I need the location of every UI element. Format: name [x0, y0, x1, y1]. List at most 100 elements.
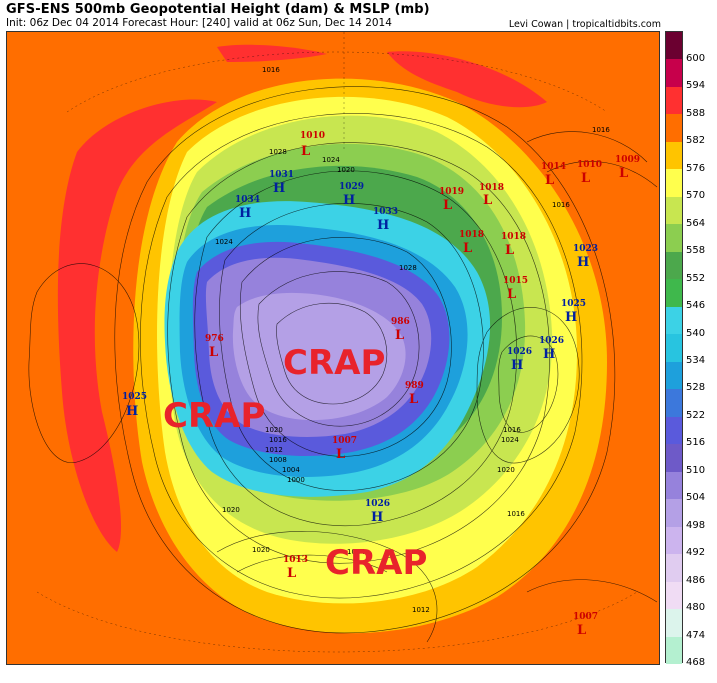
colorbar-label: 546	[686, 300, 706, 312]
isobar-label: 1024	[347, 548, 365, 556]
pressure-center-value: 1018	[459, 230, 484, 240]
colorbar-segment	[666, 526, 682, 555]
colorbar-segment	[666, 251, 682, 280]
isobar-label: 1016	[503, 426, 521, 434]
pressure-center-value: 1007	[332, 436, 357, 446]
colorbar-segment	[666, 224, 682, 253]
map-subtitle: Init: 06z Dec 04 2014 Forecast Hour: [24…	[6, 17, 392, 29]
colorbar-label: 582	[686, 135, 706, 147]
pressure-center-value: 1034	[235, 195, 260, 205]
pressure-center-value: 1018	[479, 183, 504, 193]
colorbar-segment	[666, 114, 682, 143]
pressure-center-letter: L	[581, 171, 590, 186]
colorbar-label: 594	[686, 80, 706, 92]
colorbar-segment	[666, 554, 682, 583]
isobar-label: 1016	[592, 126, 610, 134]
colorbar-segment	[666, 334, 682, 363]
overlay-text-top: CRAP	[283, 343, 385, 383]
colorbar-segment	[666, 306, 682, 335]
map-panel: 1010 L 1031 H 1029 H 1034 H 1033 H 1019 L 1018…	[6, 31, 660, 665]
isobar-label: 1028	[269, 148, 287, 156]
height-band-588-top	[217, 44, 327, 62]
colorbar-label: 468	[686, 657, 706, 669]
pressure-center-letter: L	[336, 447, 345, 462]
colorbar-segment	[666, 444, 682, 473]
colorbar-segment	[666, 32, 682, 60]
pressure-center-letter: H	[239, 206, 251, 221]
colorbar-segment	[666, 636, 682, 665]
colorbar-label: 504	[686, 492, 706, 504]
pressure-center-letter: L	[619, 166, 628, 181]
pressure-center-letter: H	[577, 255, 589, 270]
pressure-center-letter: H	[543, 347, 555, 362]
isobar-label: 1028	[399, 264, 417, 272]
colorbar-label: 516	[686, 437, 706, 449]
pressure-center-letter: H	[565, 310, 577, 325]
pressure-center-letter: L	[301, 144, 310, 159]
colorbar-segment	[666, 389, 682, 418]
isobar-label: 1008	[269, 456, 287, 464]
pressure-center-value: 1033	[373, 207, 398, 217]
pressure-center-letter: L	[395, 328, 404, 343]
pressure-center-letter: L	[545, 173, 554, 188]
isobar-label: 1020	[337, 166, 355, 174]
colorbar-label: 480	[686, 602, 706, 614]
isobar-label: 1024	[322, 156, 340, 164]
colorbar-segment	[666, 59, 682, 88]
isobar-label: 1012	[412, 606, 430, 614]
pressure-center-value: 976	[205, 334, 224, 344]
overlay-text-bottom: CRAP	[325, 543, 427, 583]
pressure-center-letter: L	[577, 623, 586, 638]
pressure-center-letter: L	[463, 241, 472, 256]
colorbar-segment	[666, 416, 682, 445]
pressure-center-value: 986	[391, 317, 410, 327]
isobar-label: 1000	[287, 476, 305, 484]
pressure-center-value: 1013	[283, 555, 308, 565]
pressure-center-letter: L	[483, 193, 492, 208]
pressure-center-value: 1026	[539, 336, 564, 346]
colorbar-segment	[666, 609, 682, 637]
pressure-center-value: 1025	[122, 392, 147, 402]
isobar-label: 1016	[269, 436, 287, 444]
isobar-label: 1012	[265, 446, 283, 454]
colorbar-label: 540	[686, 327, 706, 339]
pressure-center-letter: H	[343, 193, 355, 208]
colorbar	[665, 31, 683, 665]
isobar-label: 1020	[265, 426, 283, 434]
pressure-center-letter: L	[507, 287, 516, 302]
colorbar-segment	[666, 141, 682, 170]
colorbar-label: 528	[686, 382, 706, 394]
pressure-center-letter: L	[505, 243, 514, 258]
isobar-label: 1020	[252, 546, 270, 554]
pressure-center-letter: L	[409, 392, 418, 407]
graticule	[36, 32, 638, 653]
pressure-center-letter: L	[443, 198, 452, 213]
colorbar-label: 510	[686, 464, 706, 476]
colorbar-segment	[666, 196, 682, 225]
pressure-center-value: 989	[405, 381, 424, 391]
height-band-588-north	[387, 51, 547, 108]
pressure-center-value: 1026	[365, 499, 390, 509]
pressure-center: 1025 H	[122, 392, 147, 419]
colorbar-label: 570	[686, 190, 706, 202]
pressure-center-letter: L	[209, 345, 218, 360]
colorbar-segment	[666, 86, 682, 115]
colorbar-label: 564	[686, 217, 706, 229]
pressure-center-letter: H	[273, 181, 285, 196]
